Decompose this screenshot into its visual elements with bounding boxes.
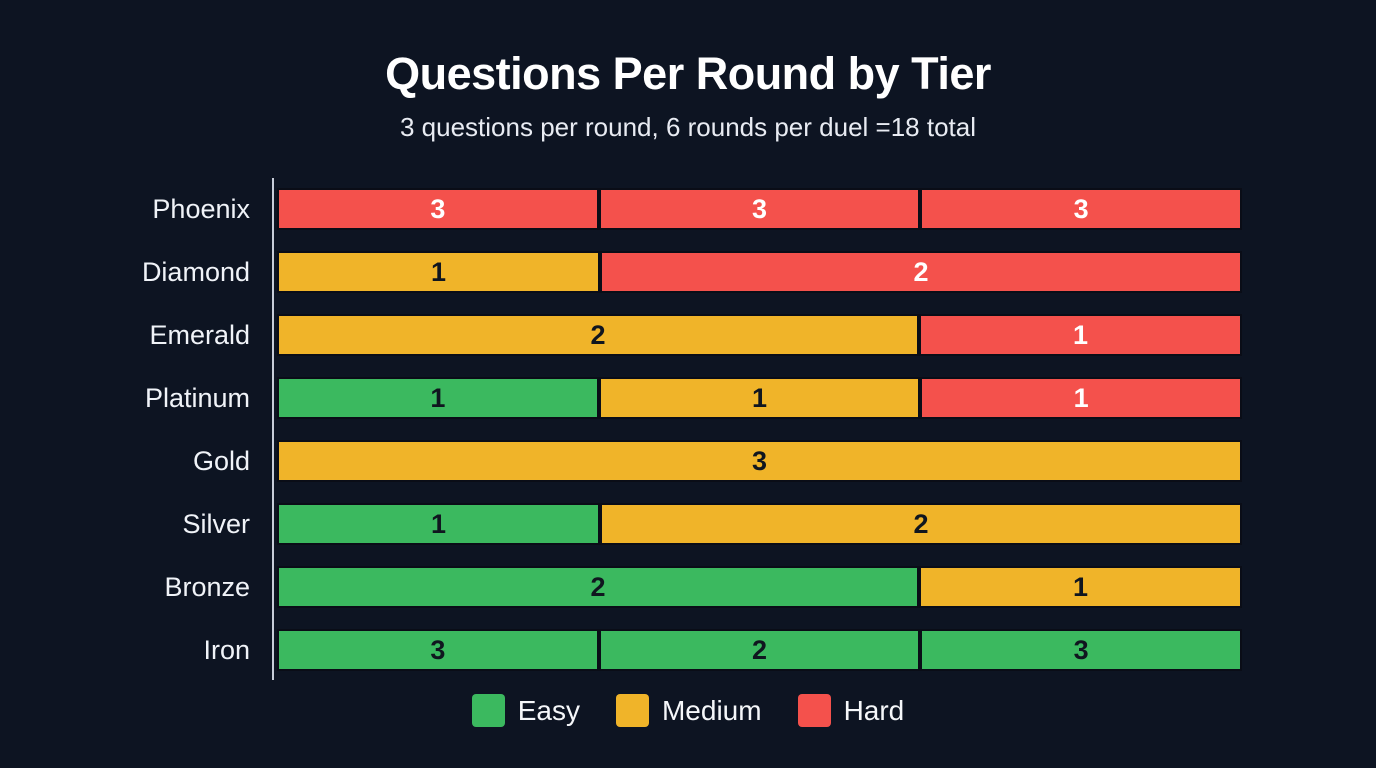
bar-segment-medium: 3: [277, 440, 1242, 482]
bar-segment-easy: 2: [277, 566, 919, 608]
bar-segment-easy: 3: [277, 629, 599, 671]
bar-segment-hard: 1: [920, 377, 1243, 419]
bar-segment-easy: 1: [277, 503, 600, 545]
tier-row-gold: Gold 3: [193, 440, 1242, 482]
bar-segment-hard: 3: [277, 188, 599, 230]
segment-value-label: 3: [751, 445, 768, 476]
stacked-bar: 3 3 3: [277, 188, 1243, 230]
segment-value-label: 2: [751, 634, 768, 665]
legend-swatch-medium: [615, 694, 649, 727]
segment-value-label: 1: [1072, 319, 1089, 350]
segment-value-label: 3: [751, 193, 768, 224]
bar-segment-easy: 1: [277, 377, 599, 419]
bar-segment-easy: 3: [920, 629, 1243, 671]
legend-item-easy: Easy: [471, 694, 580, 727]
rows: Phoenix 3 3 3 Diamond 1 2 Emerald 2 1 Platinum 1 1 1 G…: [142, 188, 1243, 671]
bar-segment-medium: 1: [598, 377, 921, 419]
tier-row-silver: Silver 1 2: [182, 503, 1242, 545]
legend-label: Medium: [661, 694, 762, 726]
tier-row-phoenix: Phoenix 3 3 3: [152, 188, 1243, 230]
tier-row-diamond: Diamond 1 2: [142, 251, 1242, 293]
tier-label: Silver: [182, 509, 250, 539]
tier-label: Phoenix: [152, 194, 250, 224]
segment-value-label: 1: [1073, 382, 1089, 413]
tier-row-iron: Iron 3 2 3: [203, 629, 1243, 671]
legend-swatch-easy: [471, 694, 505, 727]
tier-row-emerald: Emerald 2 1: [149, 314, 1242, 356]
segment-value-label: 1: [430, 508, 447, 539]
chart-title: Questions Per Round by Tier: [385, 48, 991, 99]
plot-area: Phoenix 3 3 3 Diamond 1 2 Emerald 2 1 Platinum 1 1 1 G…: [142, 178, 1243, 692]
chart-subtitle: 3 questions per round, 6 rounds per duel…: [399, 112, 976, 142]
legend: Easy Medium Hard: [0, 694, 1376, 727]
bar-segment-medium: 1: [919, 566, 1242, 608]
segment-value-label: 1: [751, 382, 768, 413]
stacked-bar: 3 2 3: [277, 629, 1243, 671]
bar-segment-hard: 3: [598, 188, 921, 230]
legend-item-hard: Hard: [797, 694, 905, 727]
tier-label: Emerald: [149, 320, 250, 350]
y-axis-line: [272, 178, 274, 680]
segment-value-label: 2: [590, 571, 606, 602]
bar-segment-medium: 1: [277, 251, 600, 293]
tier-label: Iron: [203, 635, 250, 665]
tier-row-bronze: Bronze 2 1: [164, 566, 1242, 608]
stacked-bar: 3: [277, 440, 1242, 482]
bar-segment-easy: 2: [598, 629, 921, 671]
tier-label: Bronze: [164, 572, 250, 602]
legend-label: Hard: [843, 694, 905, 726]
segment-value-label: 3: [430, 193, 446, 224]
tier-label: Platinum: [144, 383, 250, 413]
segment-value-label: 3: [430, 634, 446, 665]
segment-value-label: 3: [1073, 634, 1089, 665]
segment-value-label: 3: [1073, 193, 1089, 224]
bar-segment-medium: 2: [277, 314, 919, 356]
bar-segment-hard: 2: [600, 251, 1242, 293]
stacked-bar: 1 1 1: [277, 377, 1243, 419]
tier-row-platinum: Platinum 1 1 1: [145, 377, 1243, 419]
bar-segment-medium: 2: [600, 503, 1242, 545]
legend-item-medium: Medium: [615, 694, 762, 727]
segment-value-label: 1: [430, 256, 447, 287]
segment-value-label: 2: [913, 508, 929, 539]
segment-value-label: 1: [430, 382, 446, 413]
bar-segment-hard: 1: [919, 314, 1242, 356]
segment-value-label: 2: [590, 319, 606, 350]
tier-label: Gold: [192, 446, 250, 476]
legend-swatch-hard: [797, 694, 831, 727]
legend-label: Easy: [517, 694, 580, 726]
segment-value-label: 2: [913, 256, 929, 287]
bar-segment-hard: 3: [920, 188, 1243, 230]
segment-value-label: 1: [1072, 571, 1089, 602]
tier-label: Diamond: [141, 257, 250, 287]
